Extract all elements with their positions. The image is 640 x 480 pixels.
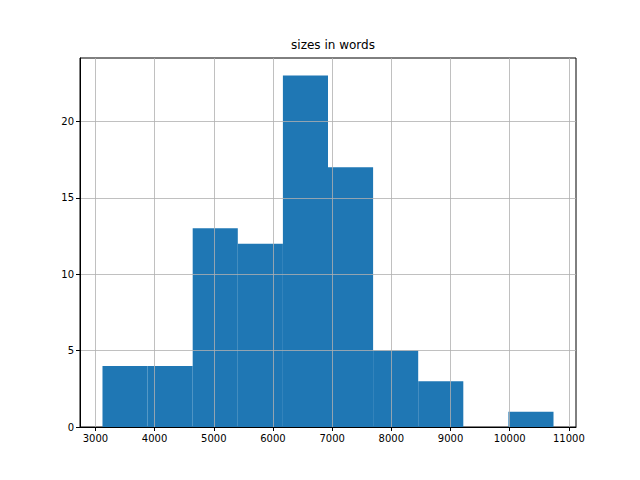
svg-text:15: 15 xyxy=(61,192,74,203)
svg-text:20: 20 xyxy=(61,116,74,127)
svg-text:10000: 10000 xyxy=(494,433,526,444)
svg-text:8000: 8000 xyxy=(379,433,404,444)
svg-text:4000: 4000 xyxy=(142,433,167,444)
svg-text:11000: 11000 xyxy=(553,433,585,444)
svg-text:9000: 9000 xyxy=(438,433,463,444)
svg-text:5: 5 xyxy=(68,345,74,356)
svg-text:0: 0 xyxy=(68,422,74,433)
svg-text:7000: 7000 xyxy=(319,433,344,444)
svg-text:5000: 5000 xyxy=(201,433,226,444)
svg-text:10: 10 xyxy=(61,269,74,280)
svg-text:6000: 6000 xyxy=(260,433,285,444)
svg-text:sizes in words: sizes in words xyxy=(291,38,375,52)
svg-text:3000: 3000 xyxy=(83,433,108,444)
